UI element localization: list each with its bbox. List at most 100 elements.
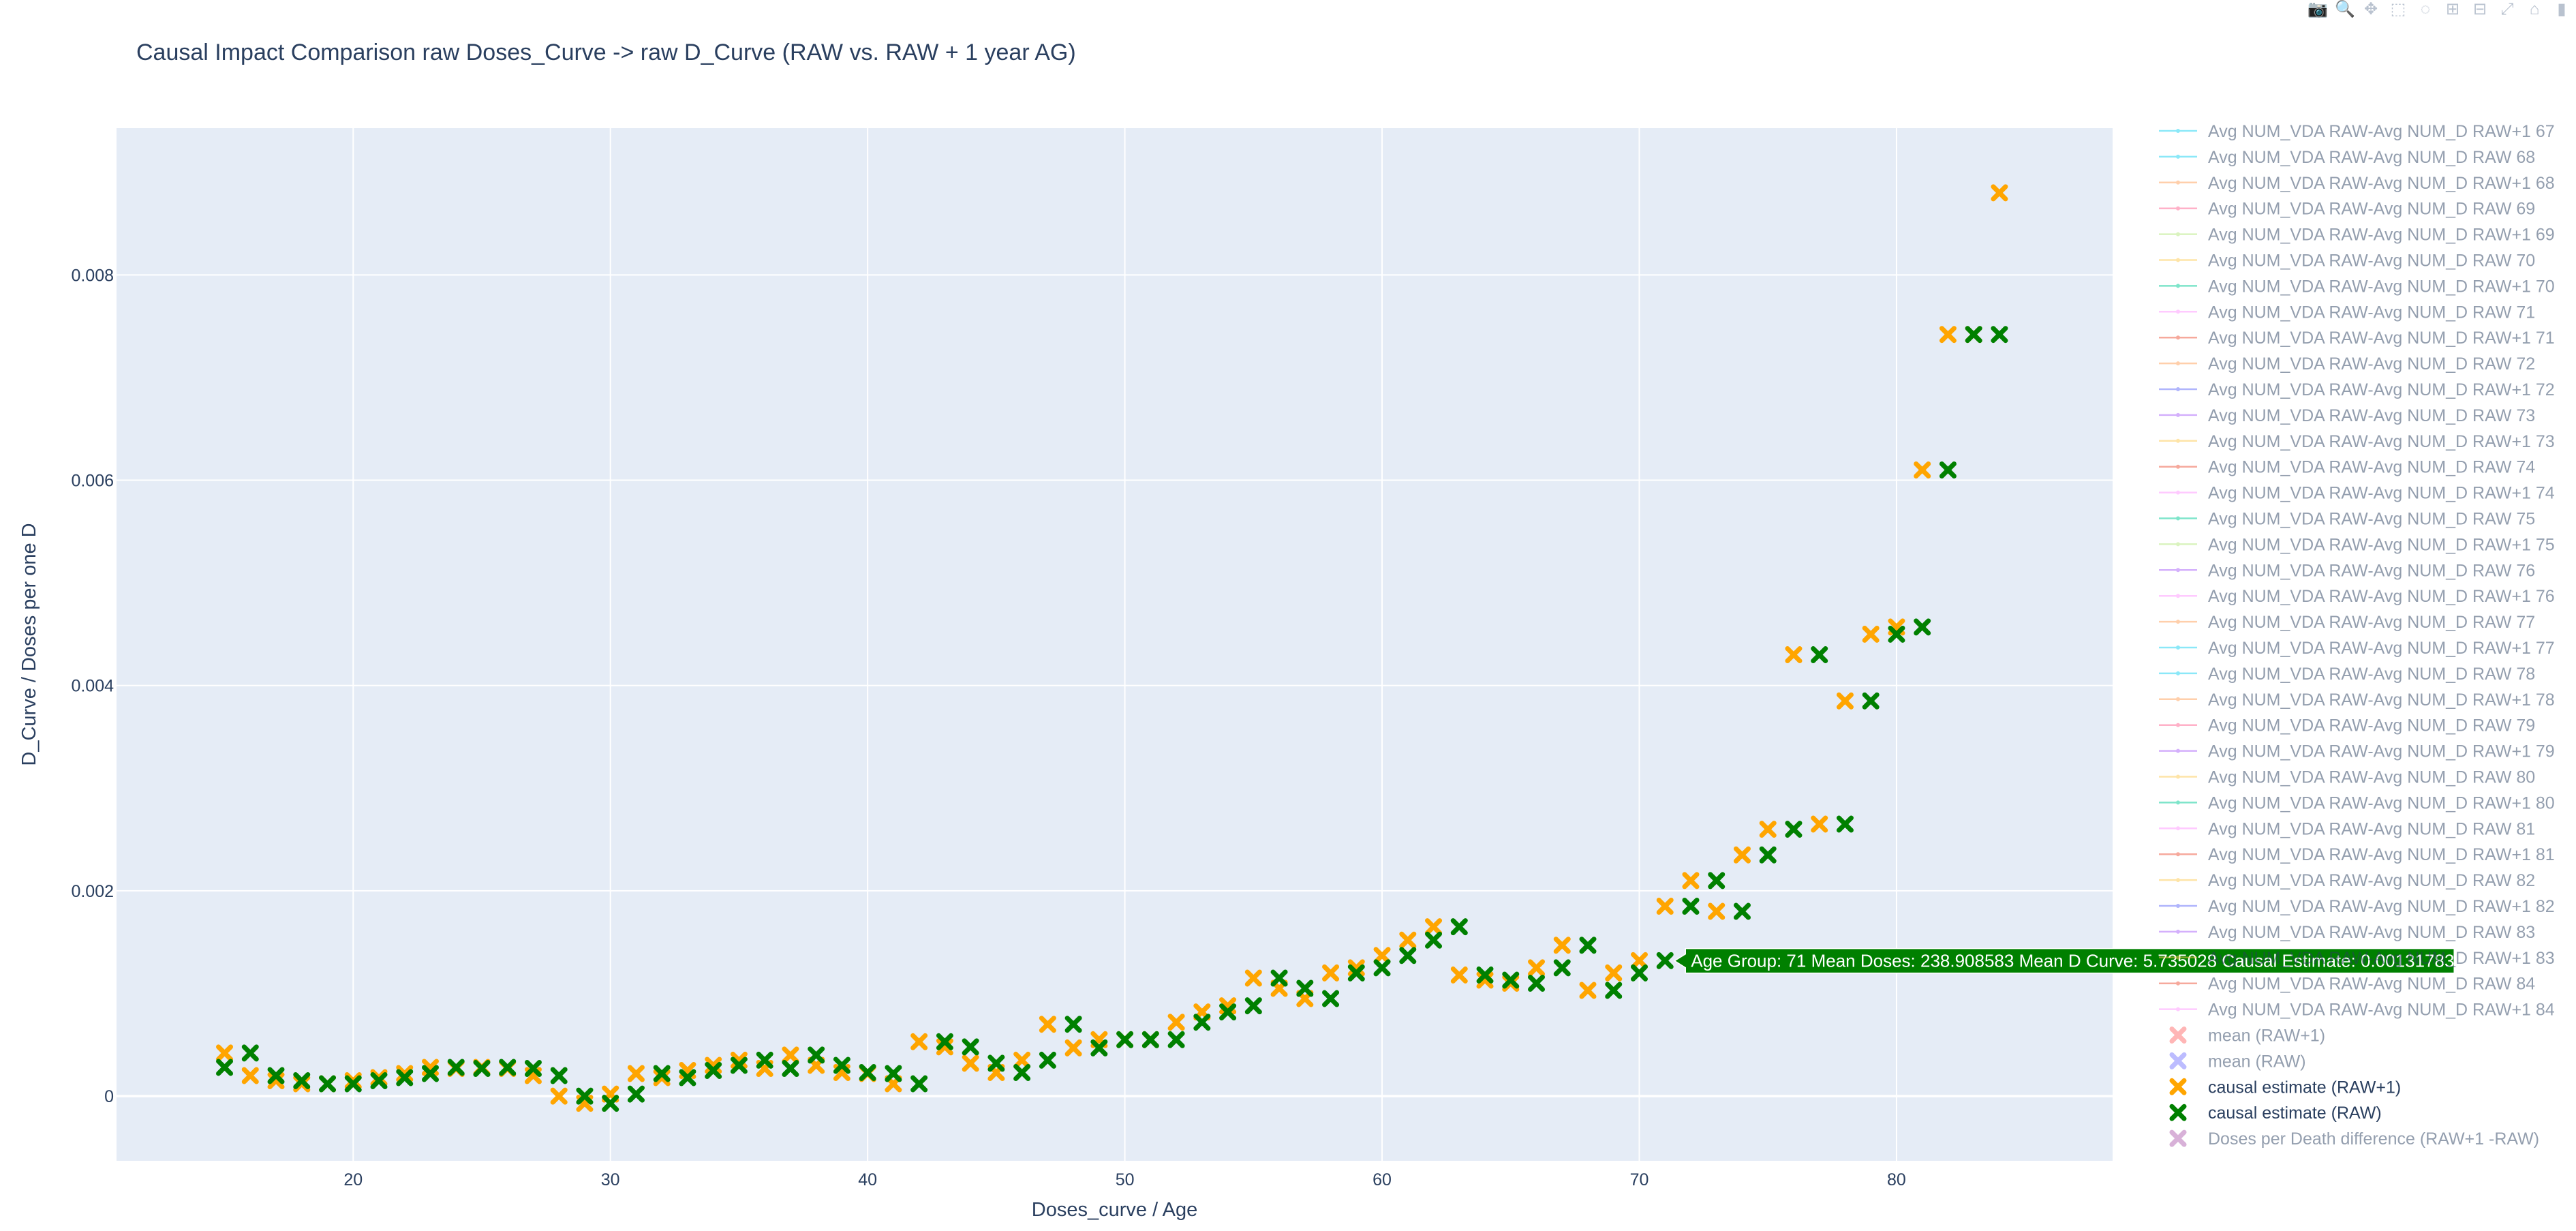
point-raw-plus-1[interactable] [1630, 952, 1648, 969]
point-raw[interactable] [859, 1063, 876, 1081]
point-raw-plus-1[interactable] [1450, 966, 1468, 984]
legend-item[interactable]: Avg NUM_VDA RAW-Avg NUM_D RAW 79 [2159, 716, 2535, 735]
legend-marker[interactable] [2169, 1027, 2187, 1044]
plotly-logo-icon[interactable]: ▮ [2557, 0, 2566, 18]
legend-item[interactable]: causal estimate (RAW) [2169, 1104, 2382, 1123]
point-raw[interactable] [1373, 959, 1391, 977]
point-raw[interactable] [1605, 982, 1623, 999]
point-raw[interactable] [936, 1033, 953, 1050]
point-raw[interactable] [1991, 326, 2008, 344]
point-raw[interactable] [1579, 937, 1597, 954]
point-raw[interactable] [1116, 1031, 1134, 1048]
point-raw[interactable] [1167, 1031, 1185, 1048]
point-raw[interactable] [550, 1067, 568, 1084]
pan-icon[interactable]: ✥ [2363, 0, 2378, 18]
point-raw[interactable] [1630, 964, 1648, 982]
legend-item[interactable]: Avg NUM_VDA RAW-Avg NUM_D RAW+1 71 [2159, 329, 2555, 348]
point-raw-plus-1[interactable] [653, 1069, 671, 1086]
point-raw[interactable] [1759, 846, 1777, 864]
legend-item[interactable]: Avg NUM_VDA RAW-Avg NUM_D RAW 69 [2159, 200, 2535, 219]
point-raw-plus-1[interactable] [216, 1044, 234, 1062]
point-raw[interactable] [1425, 931, 1443, 949]
point-raw[interactable] [1193, 1014, 1211, 1031]
lasso-select-icon[interactable]: ◌ [2420, 0, 2431, 18]
legend-item[interactable]: Avg NUM_VDA RAW-Avg NUM_D RAW 73 [2159, 406, 2535, 425]
zoom-icon[interactable]: 🔍 [2335, 0, 2355, 18]
legend-item[interactable]: Avg NUM_VDA RAW-Avg NUM_D RAW 75 [2159, 510, 2535, 529]
point-raw-plus-1[interactable] [1682, 872, 1700, 890]
point-raw[interactable] [627, 1085, 645, 1103]
reset-axes-icon[interactable]: ⌂ [2529, 0, 2540, 18]
point-raw[interactable] [524, 1059, 542, 1077]
legend-item[interactable]: Avg NUM_VDA RAW-Avg NUM_D RAW+1 74 [2159, 484, 2555, 503]
legend-item[interactable]: Avg NUM_VDA RAW-Avg NUM_D RAW+1 84 [2159, 1001, 2555, 1020]
legend-item[interactable]: Avg NUM_VDA RAW-Avg NUM_D RAW 68 [2159, 148, 2535, 167]
point-raw[interactable] [962, 1038, 979, 1056]
point-raw[interactable] [1862, 692, 1880, 710]
legend-item[interactable]: mean (RAW+1) [2169, 1027, 2325, 1046]
point-raw[interactable] [1965, 326, 1982, 344]
legend-item[interactable]: Avg NUM_VDA RAW-Avg NUM_D RAW+1 81 [2159, 845, 2555, 864]
point-raw[interactable] [1708, 872, 1726, 890]
point-raw[interactable] [447, 1059, 465, 1076]
point-raw-plus-1[interactable] [1064, 1039, 1082, 1057]
point-raw-plus-1[interactable] [1322, 964, 1340, 982]
point-raw[interactable] [473, 1059, 491, 1077]
point-raw-plus-1[interactable] [1553, 937, 1571, 954]
point-raw-plus-1[interactable] [1914, 461, 1931, 478]
point-raw-plus-1[interactable] [1862, 625, 1880, 643]
point-raw[interactable] [499, 1059, 517, 1076]
legend-item[interactable]: Avg NUM_VDA RAW-Avg NUM_D RAW+1 72 [2159, 380, 2555, 399]
legend-marker[interactable] [2169, 1104, 2187, 1121]
point-raw-plus-1[interactable] [1039, 1016, 1056, 1033]
point-raw[interactable] [782, 1059, 799, 1077]
zoom-in-icon[interactable]: ⊞ [2445, 0, 2460, 18]
point-raw-plus-1[interactable] [1244, 969, 1262, 987]
point-raw[interactable] [1682, 898, 1700, 915]
legend-item[interactable]: Avg NUM_VDA RAW-Avg NUM_D RAW+1 68 [2159, 174, 2555, 193]
point-raw-plus-1[interactable] [1733, 846, 1751, 864]
point-raw[interactable] [1528, 974, 1546, 992]
point-raw-plus-1[interactable] [1836, 692, 1854, 710]
point-raw-plus-1[interactable] [1605, 964, 1623, 982]
point-raw[interactable] [1811, 646, 1828, 664]
point-raw[interactable] [756, 1051, 773, 1069]
point-raw[interactable] [396, 1069, 414, 1086]
point-raw-plus-1[interactable] [550, 1087, 568, 1105]
legend-item[interactable]: Avg NUM_VDA RAW-Avg NUM_D RAW 78 [2159, 665, 2535, 684]
legend-marker[interactable] [2169, 1052, 2187, 1069]
point-raw[interactable] [705, 1061, 722, 1079]
point-raw[interactable] [370, 1072, 388, 1090]
legend-item[interactable]: Doses per Death difference (RAW+1 -RAW) [2169, 1129, 2539, 1149]
point-raw-plus-1[interactable] [1579, 982, 1597, 999]
point-raw[interactable] [1039, 1051, 1056, 1069]
point-raw[interactable] [1296, 979, 1314, 997]
point-raw[interactable] [267, 1067, 285, 1084]
point-raw-plus-1[interactable] [1013, 1051, 1031, 1069]
legend-item[interactable]: Avg NUM_VDA RAW-Avg NUM_D RAW 77 [2159, 613, 2535, 632]
point-raw[interactable] [885, 1065, 902, 1082]
point-raw[interactable] [1476, 966, 1494, 984]
point-raw[interactable] [1013, 1063, 1031, 1081]
point-raw[interactable] [344, 1075, 362, 1093]
legend-item[interactable]: Avg NUM_VDA RAW-Avg NUM_D RAW+1 77 [2159, 639, 2555, 658]
point-raw[interactable] [1244, 997, 1262, 1015]
point-raw[interactable] [1656, 952, 1674, 969]
legend-item[interactable]: mean (RAW) [2169, 1052, 2306, 1071]
point-raw[interactable] [1399, 947, 1417, 964]
point-raw-plus-1[interactable] [1399, 931, 1417, 949]
point-raw[interactable] [1270, 969, 1288, 987]
legend-item[interactable]: Avg NUM_VDA RAW-Avg NUM_D RAW 81 [2159, 819, 2535, 838]
point-raw-plus-1[interactable] [1708, 902, 1726, 920]
point-raw[interactable] [319, 1075, 337, 1093]
point-raw[interactable] [1141, 1031, 1159, 1048]
point-raw[interactable] [241, 1044, 259, 1062]
point-raw-plus-1[interactable] [396, 1065, 414, 1082]
point-raw-plus-1[interactable] [1785, 646, 1803, 664]
point-raw-plus-1[interactable] [1373, 947, 1391, 964]
point-raw-plus-1[interactable] [910, 1033, 928, 1050]
point-raw[interactable] [421, 1065, 439, 1082]
point-raw[interactable] [1888, 625, 1905, 643]
legend-marker[interactable] [2169, 1078, 2187, 1095]
legend-item[interactable]: Avg NUM_VDA RAW-Avg NUM_D RAW+1 80 [2159, 793, 2555, 812]
